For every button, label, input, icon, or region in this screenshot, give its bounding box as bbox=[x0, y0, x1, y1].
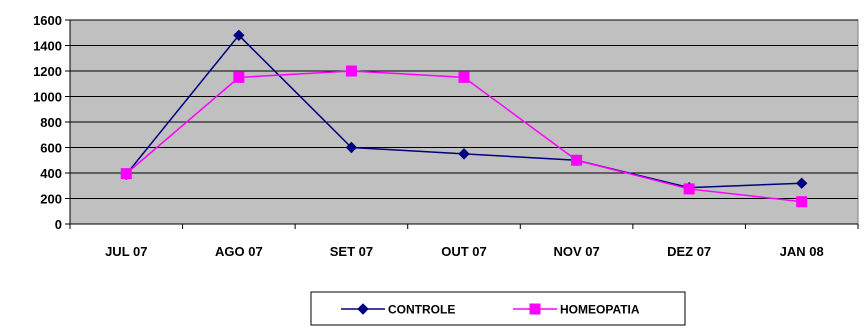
data-point bbox=[345, 141, 358, 154]
x-tick-label: SET 07 bbox=[330, 244, 373, 259]
x-axis-ticks: JUL 07 AGO 07 SET 07 OUT 07 NOV 07 DEZ 07 JAN … bbox=[69, 224, 859, 259]
data-point bbox=[345, 65, 357, 77]
series-group bbox=[120, 29, 808, 208]
x-tick-label: NOV 07 bbox=[553, 244, 599, 259]
gridlines bbox=[70, 19, 858, 199]
y-axis-ticks: 0 200 400 600 800 1000 1200 1400 1600 bbox=[33, 13, 70, 232]
y-tick-label: 600 bbox=[40, 141, 62, 156]
data-point bbox=[458, 148, 470, 160]
legend-marker bbox=[529, 303, 541, 315]
y-tick-label: 1200 bbox=[33, 64, 62, 79]
y-tick-label: 1400 bbox=[33, 39, 62, 54]
data-point bbox=[233, 71, 245, 83]
y-tick-label: 800 bbox=[40, 115, 62, 130]
y-tick-label: 1600 bbox=[33, 13, 62, 28]
legend: CONTROLE HOMEOPATIA bbox=[310, 291, 686, 326]
x-tick-label: JAN 08 bbox=[780, 244, 824, 259]
legend-marker bbox=[357, 303, 369, 315]
data-point bbox=[796, 177, 808, 189]
y-tick-label: 400 bbox=[40, 166, 62, 181]
data-point bbox=[120, 168, 132, 180]
legend-item-homeopatia: HOMEOPATIA bbox=[513, 303, 640, 317]
data-point bbox=[683, 183, 695, 195]
y-tick-label: 1000 bbox=[33, 90, 62, 105]
legend-item-controle: CONTROLE bbox=[341, 303, 455, 317]
y-tick-label: 200 bbox=[40, 192, 62, 207]
data-point bbox=[796, 196, 808, 208]
y-tick-label: 0 bbox=[55, 217, 62, 232]
legend-label: CONTROLE bbox=[388, 303, 455, 317]
x-tick-label: DEZ 07 bbox=[667, 244, 711, 259]
data-point bbox=[233, 29, 245, 42]
legend-label: HOMEOPATIA bbox=[560, 303, 640, 317]
data-point bbox=[571, 154, 583, 166]
data-point bbox=[458, 71, 470, 83]
series-homeopatia bbox=[120, 65, 808, 208]
x-tick-label: OUT 07 bbox=[441, 244, 487, 259]
legend-items: CONTROLE HOMEOPATIA bbox=[341, 303, 640, 317]
x-tick-label: JUL 07 bbox=[105, 244, 147, 259]
x-tick-label: AGO 07 bbox=[215, 244, 263, 259]
